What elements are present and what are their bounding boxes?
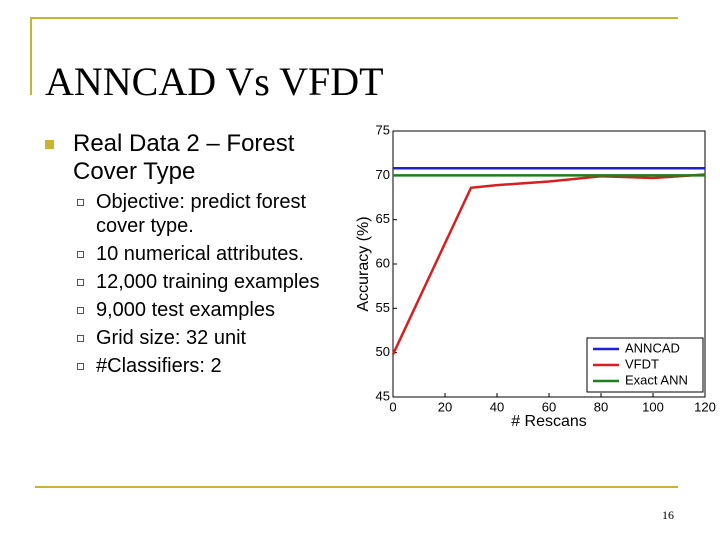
legend-label: VFDT — [625, 356, 659, 371]
page-number: 16 — [662, 508, 674, 522]
y-tick-label: 50 — [376, 344, 390, 359]
x-tick-label: 120 — [694, 399, 716, 414]
legend-label: Exact ANN — [625, 372, 688, 387]
slide-title: ANNCAD Vs VFDT — [45, 59, 384, 104]
y-tick-label: 60 — [376, 255, 390, 270]
decor-line — [30, 17, 678, 19]
line-series — [391, 173, 706, 355]
y-tick-label: 45 — [376, 388, 390, 403]
x-tick-label: 100 — [642, 399, 664, 414]
x-tick-label: 80 — [594, 399, 608, 414]
y-tick-label: 75 — [376, 122, 390, 137]
sub-bullet: Grid size: 32 unit — [77, 326, 347, 350]
x-tick-label: 60 — [542, 399, 556, 414]
sub-bullet: 12,000 training examples — [77, 270, 347, 294]
x-axis-label: # Rescans — [511, 413, 587, 430]
sub-bullet: 10 numerical attributes. — [77, 242, 347, 266]
y-tick-label: 70 — [376, 167, 390, 182]
x-tick-label: 40 — [490, 399, 504, 414]
sub-bullet: Objective: predict forest cover type. — [77, 190, 347, 238]
x-tick-label: 0 — [389, 399, 396, 414]
sub-bullet: #Classifiers: 2 — [77, 354, 347, 378]
bullet-text: Real Data 2 – Forest Cover Type — [73, 130, 295, 185]
y-tick-label: 65 — [376, 211, 390, 226]
sub-bullet: 9,000 test examples — [77, 298, 347, 322]
bullet-marker — [45, 140, 54, 149]
x-tick-label: 20 — [438, 399, 452, 414]
legend-label: ANNCAD — [625, 340, 680, 355]
y-tick-label: 55 — [376, 300, 390, 315]
decor-line — [30, 17, 32, 95]
y-axis-label: Accuracy (%) — [355, 216, 372, 311]
sub-bullets: Objective: predict forest cover type. 10 … — [77, 190, 347, 382]
decor-line — [35, 486, 678, 488]
